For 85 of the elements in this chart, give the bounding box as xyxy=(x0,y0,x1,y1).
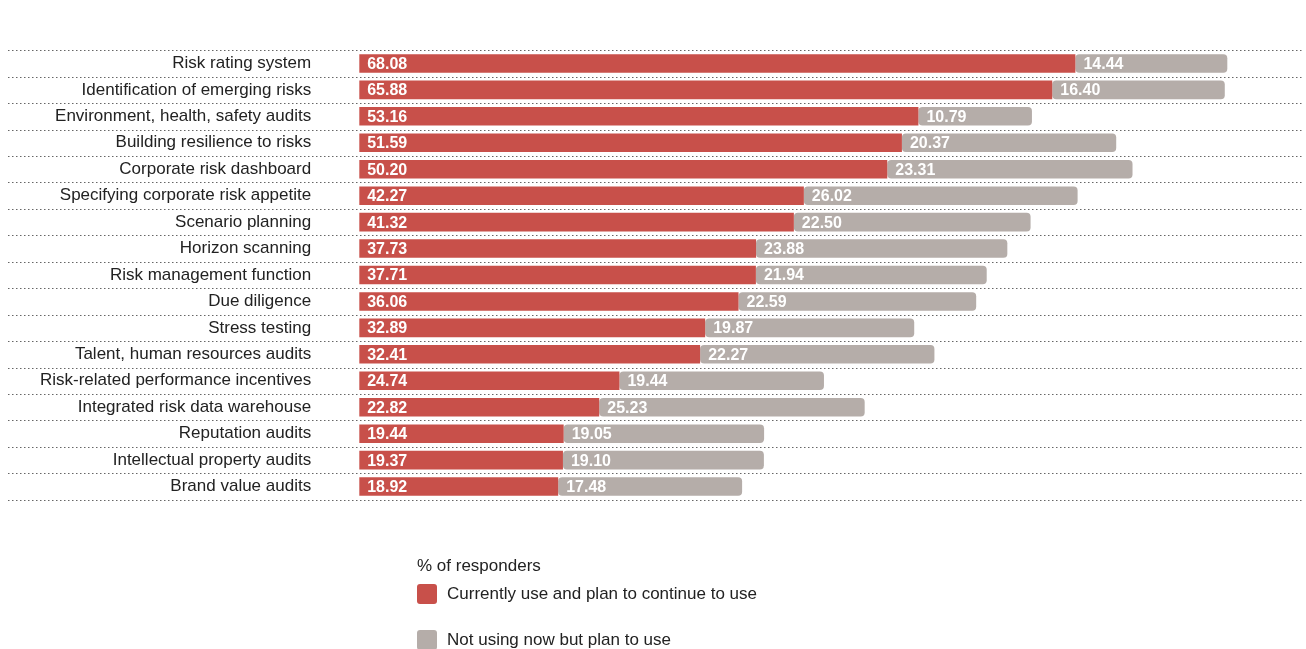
data-label: 19.10 xyxy=(570,451,612,469)
bar xyxy=(619,371,824,391)
data-label: 22.27 xyxy=(708,345,749,363)
data-label: 42.27 xyxy=(367,187,408,205)
bar xyxy=(359,107,919,126)
bar xyxy=(705,318,915,338)
bar xyxy=(359,212,794,232)
bar xyxy=(793,212,1031,232)
data-label: 23.88 xyxy=(764,239,805,257)
y-tick-label: Risk management function xyxy=(109,264,312,284)
data-label: 19.87 xyxy=(713,319,754,337)
data-label: 24.74 xyxy=(367,372,408,390)
bar xyxy=(359,186,804,205)
data-label: 51.59 xyxy=(367,134,408,152)
bar xyxy=(359,133,902,153)
data-label: 18.92 xyxy=(367,477,408,495)
data-label: 19.44 xyxy=(367,425,408,443)
y-tick-label: Building resilience to risks xyxy=(115,132,312,152)
y-tick-label: Identification of emerging risks xyxy=(81,79,312,99)
bar xyxy=(563,424,765,443)
bar xyxy=(359,371,620,391)
data-label: 16.40 xyxy=(1060,81,1101,99)
bar xyxy=(918,107,1032,126)
data-label: 32.41 xyxy=(367,345,408,363)
legend-label: Currently use and plan to continue to use xyxy=(447,584,757,604)
y-tick-label: Reputation audits xyxy=(178,423,312,443)
legend-title: % of responders xyxy=(417,556,542,576)
data-label: 22.50 xyxy=(801,213,843,231)
data-label: 22.82 xyxy=(367,398,408,416)
data-label: 19.05 xyxy=(571,425,612,443)
data-label: 37.73 xyxy=(367,239,408,257)
legend-label: Not using now but plan to use xyxy=(447,630,671,649)
bar xyxy=(887,159,1133,179)
data-label: 37.71 xyxy=(367,266,408,284)
data-label: 25.23 xyxy=(607,398,648,416)
data-label: 68.08 xyxy=(367,54,408,72)
y-tick-label: Risk rating system xyxy=(172,53,312,73)
y-tick-label: Risk-related performance incentives xyxy=(40,370,312,390)
bar xyxy=(359,424,564,443)
y-tick-label: Integrated risk data warehouse xyxy=(77,396,312,416)
bar xyxy=(359,318,706,338)
data-label: 65.88 xyxy=(367,81,408,99)
bar xyxy=(738,292,977,311)
data-label: 20.37 xyxy=(909,134,951,152)
data-label: 19.44 xyxy=(627,372,668,390)
bar xyxy=(359,265,756,285)
data-label: 17.48 xyxy=(566,477,607,495)
data-label: 50.20 xyxy=(367,160,408,178)
y-tick-label: Corporate risk dashboard xyxy=(119,158,312,178)
y-tick-label: Horizon scanning xyxy=(179,238,312,258)
data-label: 14.44 xyxy=(1083,54,1124,72)
bar xyxy=(755,265,987,285)
y-tick-label: Talent, human resources audits xyxy=(74,344,312,364)
y-tick-label: Brand value audits xyxy=(170,476,312,496)
y-tick-label: Scenario planning xyxy=(175,211,312,231)
data-label: 36.06 xyxy=(367,292,408,310)
bar xyxy=(359,345,701,364)
bar xyxy=(359,397,600,417)
y-tick-label: Specifying corporate risk appetite xyxy=(59,185,312,205)
bar xyxy=(700,345,935,364)
data-label: 32.89 xyxy=(367,319,408,337)
bar xyxy=(359,159,888,179)
bar xyxy=(1075,54,1228,73)
bar xyxy=(901,133,1117,153)
bar xyxy=(359,54,1076,73)
bar xyxy=(803,186,1078,205)
bar xyxy=(756,239,1008,258)
data-label: 26.02 xyxy=(811,187,853,205)
bar xyxy=(359,292,739,311)
data-label: 22.59 xyxy=(746,292,787,310)
bar xyxy=(599,397,865,417)
bar xyxy=(359,239,757,258)
data-label: 23.31 xyxy=(895,160,936,178)
data-label: 21.94 xyxy=(763,266,805,284)
data-label: 10.79 xyxy=(926,107,967,125)
y-tick-label: Due diligence xyxy=(208,291,312,311)
y-tick-label: Environment, health, safety audits xyxy=(55,106,312,126)
data-label: 53.16 xyxy=(367,107,408,125)
data-label: 19.37 xyxy=(367,451,408,469)
y-tick-label: Stress testing xyxy=(208,317,312,337)
bar xyxy=(558,477,743,496)
bar xyxy=(359,477,559,496)
data-label: 41.32 xyxy=(367,213,408,231)
y-tick-label: Intellectual property audits xyxy=(112,449,312,469)
bar xyxy=(359,80,1053,100)
